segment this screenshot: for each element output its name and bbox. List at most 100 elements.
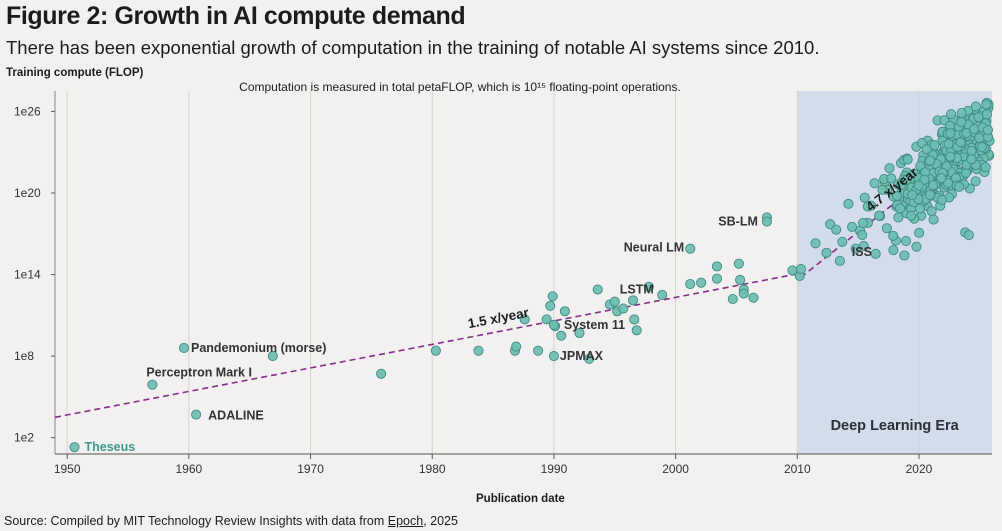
y-tick-label: 1e8 bbox=[14, 349, 34, 363]
data-point bbox=[811, 239, 820, 248]
point-label: ISS bbox=[852, 245, 872, 259]
data-point bbox=[903, 155, 912, 164]
data-point bbox=[926, 190, 935, 199]
data-point bbox=[658, 290, 667, 299]
era-label: Deep Learning Era bbox=[831, 418, 960, 434]
point-label: JPMAX bbox=[560, 349, 604, 363]
data-point bbox=[915, 204, 924, 213]
data-point bbox=[885, 164, 894, 173]
data-point bbox=[474, 346, 483, 355]
data-point bbox=[926, 156, 935, 165]
labeled-point bbox=[762, 217, 771, 226]
data-point bbox=[975, 133, 984, 142]
data-point bbox=[930, 141, 939, 150]
data-point bbox=[619, 304, 628, 313]
data-point bbox=[796, 265, 805, 274]
data-point bbox=[431, 346, 440, 355]
data-point bbox=[889, 245, 898, 254]
source-suffix: , 2025 bbox=[423, 514, 458, 528]
data-point bbox=[929, 215, 938, 224]
data-point bbox=[928, 181, 937, 190]
data-point bbox=[981, 163, 990, 172]
data-point bbox=[955, 182, 964, 191]
data-point bbox=[377, 369, 386, 378]
data-point bbox=[739, 289, 748, 298]
data-point bbox=[974, 113, 983, 122]
point-label: ADALINE bbox=[208, 409, 264, 423]
data-point bbox=[870, 179, 879, 188]
data-point bbox=[557, 331, 566, 340]
data-point bbox=[927, 207, 936, 216]
labeled-point bbox=[70, 443, 79, 452]
x-axis-label: Publication date bbox=[476, 493, 565, 505]
data-point bbox=[967, 146, 976, 155]
data-point bbox=[982, 110, 991, 119]
data-point bbox=[937, 174, 946, 183]
point-label: LSTM bbox=[620, 283, 654, 297]
point-label: Perceptron Mark I bbox=[146, 366, 252, 380]
data-point bbox=[914, 181, 923, 190]
data-point bbox=[957, 108, 966, 117]
data-point bbox=[908, 190, 917, 199]
chart-note: Computation is measured in total petaFLO… bbox=[239, 80, 681, 94]
data-point bbox=[838, 237, 847, 246]
data-point bbox=[894, 213, 903, 222]
y-tick-label: 1e20 bbox=[14, 186, 41, 200]
point-label: Neural LM bbox=[624, 241, 684, 255]
data-point bbox=[907, 211, 916, 220]
data-point bbox=[858, 230, 867, 239]
y-tick-label: 1e14 bbox=[14, 268, 41, 282]
data-point bbox=[858, 218, 867, 227]
data-point bbox=[983, 125, 992, 134]
data-point bbox=[534, 346, 543, 355]
data-point bbox=[630, 315, 639, 324]
source-note: Source: Compiled by MIT Technology Revie… bbox=[4, 514, 458, 528]
data-point bbox=[844, 199, 853, 208]
trend-line bbox=[55, 273, 801, 417]
data-point bbox=[548, 292, 557, 301]
data-point bbox=[832, 225, 841, 234]
source-link[interactable]: Epoch bbox=[388, 514, 423, 528]
data-point bbox=[970, 125, 979, 134]
data-point bbox=[967, 155, 976, 164]
data-point bbox=[900, 251, 909, 260]
data-point bbox=[915, 228, 924, 237]
data-point bbox=[871, 249, 880, 258]
labeled-point bbox=[148, 380, 157, 389]
data-point bbox=[889, 231, 898, 240]
y-tick-label: 1e26 bbox=[14, 104, 41, 118]
labeled-point bbox=[549, 352, 558, 361]
x-tick-label: 1980 bbox=[419, 462, 446, 476]
data-point bbox=[593, 285, 602, 294]
data-point bbox=[956, 118, 965, 127]
data-point bbox=[822, 248, 831, 257]
data-point bbox=[882, 224, 891, 233]
data-point bbox=[546, 301, 555, 310]
data-point bbox=[946, 152, 955, 161]
labeled-point bbox=[179, 343, 188, 352]
data-point bbox=[697, 278, 706, 287]
labeled-point bbox=[686, 244, 695, 253]
data-point bbox=[728, 294, 737, 303]
data-point bbox=[901, 236, 910, 245]
point-label: Theseus bbox=[84, 440, 135, 454]
data-point bbox=[946, 110, 955, 119]
labeled-point bbox=[192, 410, 201, 419]
x-tick-label: 1950 bbox=[54, 462, 81, 476]
data-point bbox=[734, 259, 743, 268]
data-point bbox=[982, 100, 991, 109]
x-tick-label: 2020 bbox=[906, 462, 933, 476]
data-point bbox=[937, 195, 946, 204]
data-point bbox=[977, 142, 986, 151]
data-point bbox=[946, 129, 955, 138]
point-label: Pandemonium (morse) bbox=[191, 341, 326, 355]
data-point bbox=[512, 342, 521, 351]
x-tick-label: 1990 bbox=[541, 462, 568, 476]
labeled-point bbox=[610, 297, 619, 306]
data-point bbox=[964, 231, 973, 240]
data-point bbox=[971, 102, 980, 111]
labeled-point bbox=[549, 320, 558, 329]
data-point bbox=[712, 262, 721, 271]
data-point bbox=[956, 138, 965, 147]
chart-area: 1950 1960 1970 1980 1990 2000 2010 20201e21e81e… bbox=[0, 0, 1002, 531]
